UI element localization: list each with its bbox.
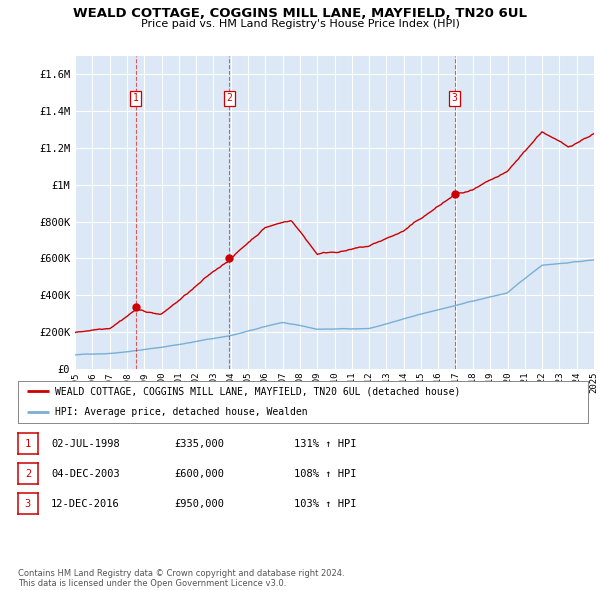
Text: Contains HM Land Registry data © Crown copyright and database right 2024.
This d: Contains HM Land Registry data © Crown c… [18,569,344,588]
Text: £950,000: £950,000 [174,499,224,509]
Text: 108% ↑ HPI: 108% ↑ HPI [294,469,356,478]
Text: 02-JUL-1998: 02-JUL-1998 [51,439,120,448]
Text: 3: 3 [25,499,31,509]
Text: 2: 2 [25,469,31,478]
Text: 103% ↑ HPI: 103% ↑ HPI [294,499,356,509]
Text: 2: 2 [226,93,232,103]
Text: £600,000: £600,000 [174,469,224,478]
Text: HPI: Average price, detached house, Wealden: HPI: Average price, detached house, Weal… [55,408,308,417]
Text: £335,000: £335,000 [174,439,224,448]
Text: Price paid vs. HM Land Registry's House Price Index (HPI): Price paid vs. HM Land Registry's House … [140,19,460,30]
Text: 1: 1 [133,93,139,103]
Text: 04-DEC-2003: 04-DEC-2003 [51,469,120,478]
Text: 3: 3 [452,93,458,103]
Text: WEALD COTTAGE, COGGINS MILL LANE, MAYFIELD, TN20 6UL: WEALD COTTAGE, COGGINS MILL LANE, MAYFIE… [73,7,527,20]
Text: 1: 1 [25,439,31,448]
Text: 131% ↑ HPI: 131% ↑ HPI [294,439,356,448]
Text: 12-DEC-2016: 12-DEC-2016 [51,499,120,509]
Text: WEALD COTTAGE, COGGINS MILL LANE, MAYFIELD, TN20 6UL (detached house): WEALD COTTAGE, COGGINS MILL LANE, MAYFIE… [55,386,460,396]
